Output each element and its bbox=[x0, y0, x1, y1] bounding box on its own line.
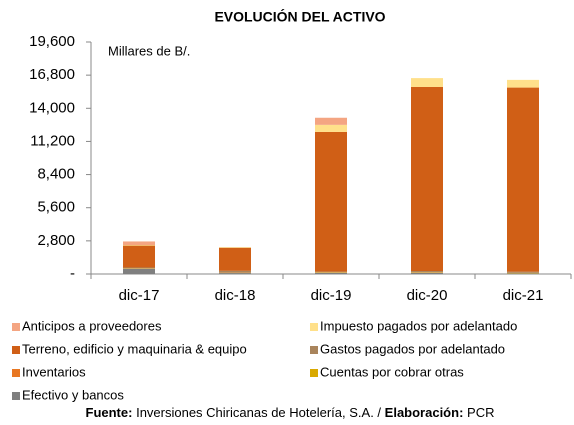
y-tick-label: 11,200 bbox=[30, 132, 75, 149]
bar-segment bbox=[315, 131, 347, 272]
unit-label: Millares de B/. bbox=[108, 43, 190, 58]
legend-swatch bbox=[310, 369, 318, 377]
legend-label: Anticipos a proveedores bbox=[22, 318, 162, 333]
y-tick-label: 8,400 bbox=[37, 166, 75, 183]
bar-segment bbox=[123, 245, 155, 246]
y-tick-label: - bbox=[70, 265, 75, 282]
y-tick-label: 2,800 bbox=[37, 232, 75, 249]
legend-label: Impuesto pagados por adelantado bbox=[320, 318, 517, 333]
legend-label: Terreno, edificio y maquinaria & equipo bbox=[22, 341, 247, 356]
footer: Fuente: Inversiones Chiricanas de Hotele… bbox=[86, 405, 495, 420]
bar-segment bbox=[411, 272, 443, 274]
x-tick-label: dic-20 bbox=[407, 287, 448, 304]
bar-segment bbox=[315, 124, 347, 132]
legend-swatch bbox=[12, 392, 20, 400]
legend-label: Efectivo y bancos bbox=[22, 387, 124, 402]
bar-segment bbox=[411, 86, 443, 272]
y-tick-label: 19,600 bbox=[29, 33, 75, 50]
bar-segment bbox=[219, 247, 251, 271]
credit-text: PCR bbox=[467, 405, 494, 420]
bar-segment bbox=[507, 273, 539, 274]
bar-segment bbox=[219, 270, 251, 273]
bar-segment bbox=[219, 273, 251, 274]
legend-swatch bbox=[310, 323, 318, 331]
x-tick-label: dic-21 bbox=[503, 287, 544, 304]
legend-label: Inventarios bbox=[22, 364, 86, 379]
bar-segment bbox=[507, 271, 539, 273]
source-label: Fuente: bbox=[86, 405, 133, 420]
x-tick-label: dic-18 bbox=[215, 287, 256, 304]
x-tick-label: dic-19 bbox=[311, 287, 352, 304]
bar-segment bbox=[123, 241, 155, 245]
legend-swatch bbox=[310, 346, 318, 354]
bar-segment bbox=[123, 245, 155, 268]
bar-segment bbox=[507, 87, 539, 272]
legend-swatch bbox=[12, 346, 20, 354]
chart-title: EVOLUCIÓN DEL ACTIVO bbox=[214, 8, 385, 25]
bar-segment bbox=[315, 272, 347, 274]
bar-segment bbox=[315, 117, 347, 125]
bar-segment bbox=[123, 268, 155, 274]
legend-label: Gastos pagados por adelantado bbox=[320, 341, 505, 356]
bar-segment bbox=[507, 79, 539, 88]
y-tick-label: 14,000 bbox=[29, 99, 75, 116]
y-tick-label: 5,600 bbox=[37, 199, 75, 216]
bar-segment bbox=[219, 247, 251, 248]
bar-segment bbox=[123, 267, 155, 269]
source-text: Inversiones Chiricanas de Hotelería, S.A… bbox=[136, 405, 381, 420]
y-tick-label: 16,800 bbox=[29, 66, 75, 83]
credit-label: Elaboración: bbox=[385, 405, 464, 420]
legend-label: Cuentas por cobrar otras bbox=[320, 364, 464, 379]
bar-segment bbox=[315, 271, 347, 273]
x-tick-label: dic-17 bbox=[119, 287, 160, 304]
legend-swatch bbox=[12, 369, 20, 377]
legend-swatch bbox=[12, 323, 20, 331]
bar-segment bbox=[411, 78, 443, 87]
bar-segment bbox=[411, 271, 443, 273]
